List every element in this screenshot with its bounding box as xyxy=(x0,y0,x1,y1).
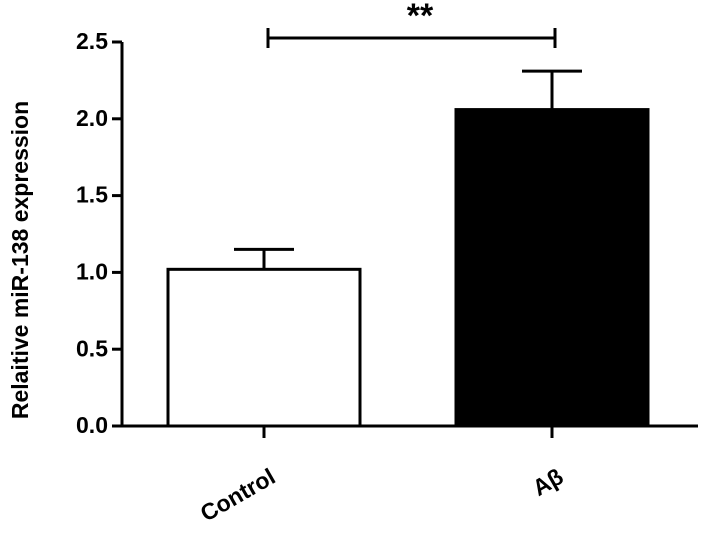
y-tick-label: 1.0 xyxy=(76,258,108,284)
bar xyxy=(166,267,362,428)
bar xyxy=(454,108,650,428)
y-tick-label: 1.5 xyxy=(76,182,108,208)
significance-annotation: ** xyxy=(407,0,434,35)
y-axis-label: Relaitive miR-138 expression xyxy=(7,101,33,419)
x-tick-label: Aβ xyxy=(528,463,568,501)
y-tick-label: 2.0 xyxy=(76,105,108,131)
y-tick-label: 0.5 xyxy=(76,335,108,361)
y-tick-label: 0.0 xyxy=(76,412,108,438)
y-tick-label: 2.5 xyxy=(76,28,108,54)
x-tick-label: Control xyxy=(196,463,280,526)
